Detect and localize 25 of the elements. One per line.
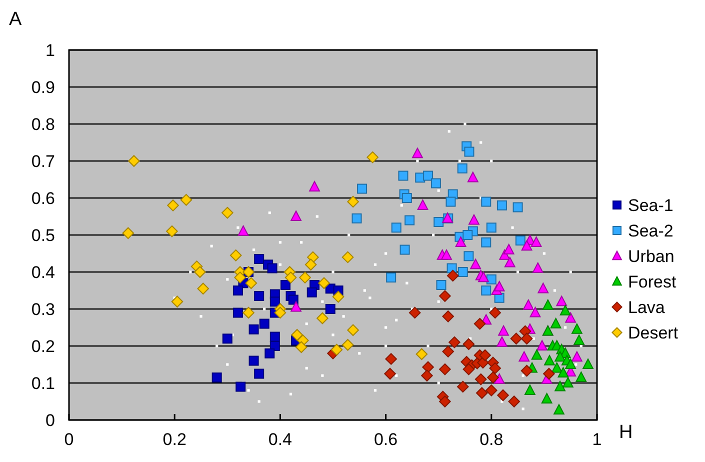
- y-tick-label: 0.6: [31, 189, 55, 208]
- x-tick-label: 0.4: [268, 430, 292, 449]
- x-tick-label: 1: [592, 430, 602, 449]
- legend-label: Desert: [628, 324, 678, 342]
- y-tick-label: 0.2: [31, 337, 55, 356]
- legend-label: Forest: [628, 272, 676, 292]
- y-tick-label: 0.4: [31, 263, 55, 282]
- y-tick-label: 0.8: [31, 115, 55, 134]
- legend-label: Sea-1: [628, 196, 674, 215]
- x-tick-label: 0.8: [480, 430, 504, 449]
- x-axis-title: H: [619, 422, 633, 443]
- y-tick-label: 0.9: [31, 78, 55, 97]
- x-tick-label: 0.6: [374, 430, 398, 449]
- y-tick-label: 0.1: [31, 374, 55, 393]
- x-tick-label: 0.2: [162, 430, 186, 449]
- legend-label: Urban: [628, 247, 674, 266]
- y-tick-label: 1: [46, 41, 55, 60]
- x-tick-label: 0: [64, 430, 74, 449]
- legend-label: Lava: [628, 298, 666, 317]
- y-tick-label: 0.7: [31, 152, 55, 171]
- legend-label: Sea-2: [628, 222, 674, 240]
- y-tick-label: 0.3: [31, 300, 55, 319]
- y-axis-title: A: [9, 9, 22, 30]
- y-tick-label: 0: [46, 411, 55, 430]
- y-tick-label: 0.5: [31, 226, 55, 245]
